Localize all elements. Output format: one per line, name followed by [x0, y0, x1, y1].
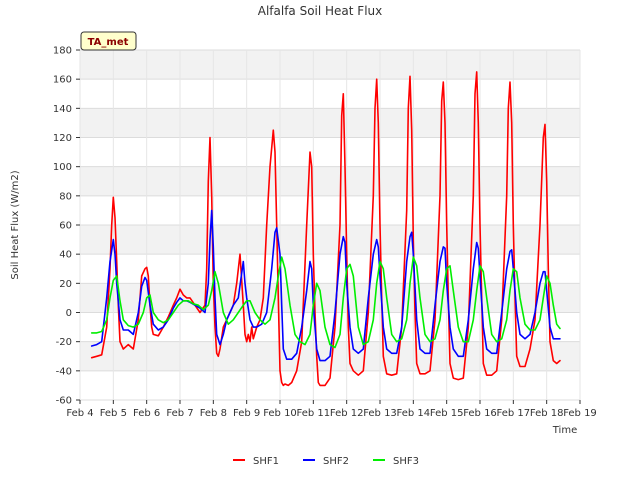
- x-axis-ticks: Feb 4 Feb 5 Feb 6 Feb 7 Feb 8 Feb 9 Feb 10 Feb …: [66, 400, 597, 419]
- y-tick-label: -20: [56, 337, 72, 348]
- series-line-shf1: [90, 71, 561, 387]
- y-tick-label: 80: [59, 191, 72, 202]
- x-tick-label: Feb 19: [563, 408, 597, 419]
- x-tick-label: Feb 10: [263, 408, 297, 419]
- x-tick-label: Feb 8: [200, 408, 227, 419]
- x-tick-label: Feb 17: [497, 408, 531, 419]
- plot-band: [80, 137, 580, 167]
- legend-label: SHF3: [393, 456, 419, 467]
- series-layer: [90, 71, 561, 387]
- plot-band: [80, 225, 580, 255]
- x-tick-label: Feb 15: [430, 408, 464, 419]
- site-label: TA_met: [88, 37, 129, 48]
- y-tick-label: -40: [56, 366, 72, 377]
- x-tick-label: Feb 11: [297, 408, 331, 419]
- plot-band: [80, 254, 580, 284]
- site-label-background: [80, 31, 137, 51]
- series-line-shf3: [90, 256, 561, 349]
- y-tick-label: 120: [53, 133, 72, 144]
- x-tick-label: Feb 7: [166, 408, 193, 419]
- legend-label: SHF1: [253, 456, 279, 467]
- plot-band: [80, 79, 580, 109]
- y-tick-label: 160: [53, 75, 72, 86]
- y-tick-label: 0: [66, 308, 72, 319]
- y-tick-label: 140: [53, 104, 72, 115]
- x-tick-label: Feb 18: [530, 408, 564, 419]
- legend-label: SHF2: [323, 456, 349, 467]
- legend-item-shf1: SHF1: [233, 456, 279, 467]
- x-tick-label: Feb 4: [66, 408, 93, 419]
- series-line-shf2: [90, 209, 561, 362]
- chart-title: Alfalfa Soil Heat Flux: [258, 4, 383, 18]
- x-axis-title: Time: [552, 425, 577, 436]
- x-tick-label: Feb 13: [363, 408, 397, 419]
- legend-item-shf2: SHF2: [303, 456, 349, 467]
- plot-band: [80, 283, 580, 313]
- x-tick-label: Feb 16: [463, 408, 497, 419]
- y-tick-label: 60: [59, 221, 72, 232]
- y-tick-label: 40: [59, 250, 72, 261]
- legend-item-shf3: SHF3: [373, 456, 419, 467]
- x-tick-label: Feb 14: [397, 408, 431, 419]
- y-tick-label: 100: [53, 162, 72, 173]
- x-tick-label: Feb 6: [133, 408, 160, 419]
- x-tick-label: Feb 12: [330, 408, 364, 419]
- x-tick-label: Feb 9: [233, 408, 260, 419]
- y-tick-label: -60: [56, 396, 72, 407]
- plot-background-bands: [80, 50, 580, 400]
- plot-band: [80, 195, 580, 225]
- y-tick-label: 20: [59, 279, 72, 290]
- legend: SHF1 SHF2 SHF3: [233, 456, 419, 467]
- x-tick-label: Feb 5: [100, 408, 127, 419]
- plot-band: [80, 108, 580, 138]
- plot-band: [80, 50, 580, 80]
- plot-band: [80, 166, 580, 196]
- y-tick-label: 180: [53, 46, 72, 57]
- y-axis-title: Soil Heat Flux (W/m2): [10, 170, 21, 279]
- y-axis-ticks: -60 -40 -20 0 20 40 60 80 100 120 140 160 180: [53, 46, 80, 407]
- site-label-box: TA_met: [80, 31, 137, 51]
